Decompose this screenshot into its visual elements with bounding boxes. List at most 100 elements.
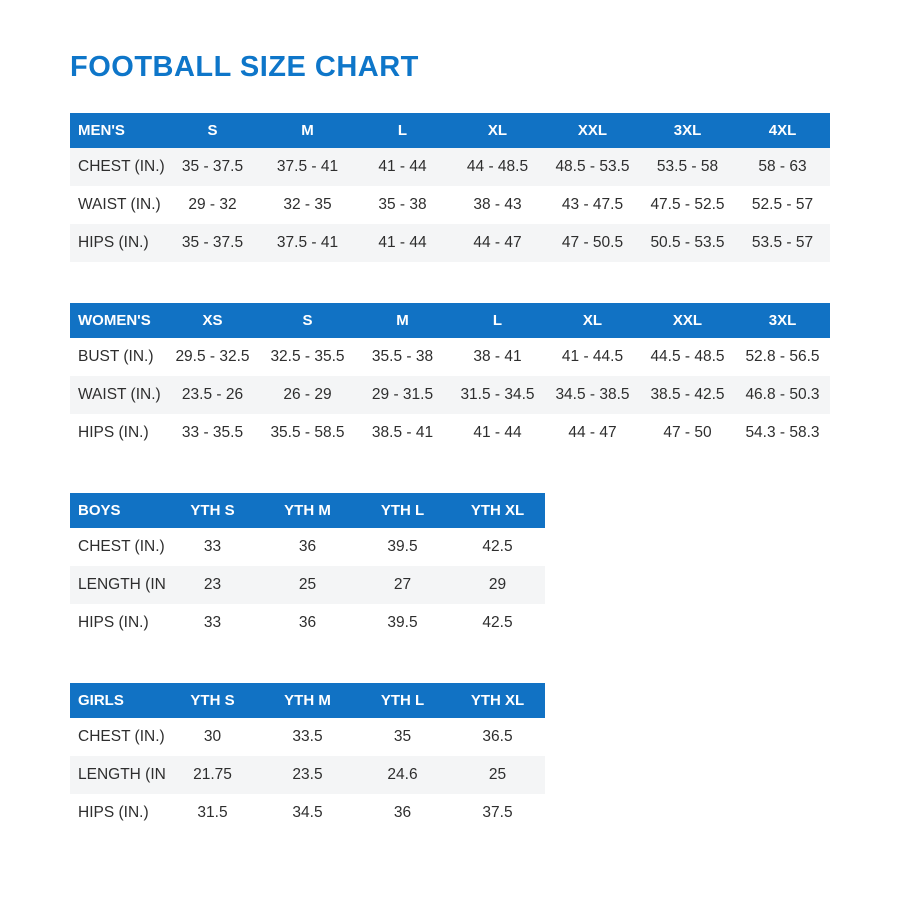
cell-value: 24.6	[387, 766, 418, 783]
size-column-header: L	[450, 303, 545, 338]
cell-value: 29 - 31.5	[371, 386, 434, 403]
size-column-header: 3XL	[640, 113, 735, 148]
header-row-womens: WOMEN'S XS S M L XL XXL 3XL	[70, 303, 830, 338]
cell-value: 34.5 - 38.5	[555, 386, 630, 403]
row-label: WAIST (IN.)	[78, 386, 161, 403]
size-column-header: XL	[450, 113, 545, 148]
table-row: WAIST (IN.) 23.5 - 26 26 - 29 29 - 31.5 31.5…	[70, 376, 830, 414]
cell-value: 47 - 50.5	[561, 234, 624, 251]
cell-value: 36	[298, 614, 317, 631]
size-table-girls: GIRLS YTH S YTH M YTH L YTH XL CHEST (IN.) 30 3…	[70, 683, 545, 832]
cell-value: 35.5 - 38	[371, 348, 434, 365]
cell-value: 35 - 37.5	[181, 234, 244, 251]
table-group-label: MEN'S	[70, 113, 165, 148]
cell-value: 35 - 38	[378, 196, 427, 213]
cell-value: 54.3 - 58.3	[745, 424, 820, 441]
size-tables-container: MEN'S S M L XL XXL 3XL 4XL CHEST (IN.) 35 - 37.5 3…	[70, 113, 830, 832]
table-row: LENGTH (IN.) 23 25 27 29	[70, 566, 545, 604]
row-label: HIPS (IN.)	[78, 804, 149, 821]
cell-value: 38 - 43	[473, 196, 522, 213]
cell-value: 52.5 - 57	[751, 196, 814, 213]
row-label: CHEST (IN.)	[78, 728, 165, 745]
size-table-mens: MEN'S S M L XL XXL 3XL 4XL CHEST (IN.) 35 - 37.5 3…	[70, 113, 830, 262]
size-column-header: L	[355, 113, 450, 148]
size-column-header: M	[260, 113, 355, 148]
header-row-mens: MEN'S S M L XL XXL 3XL 4XL	[70, 113, 830, 148]
size-column-header: YTH XL	[450, 683, 545, 718]
cell-value: 41 - 44.5	[561, 348, 624, 365]
cell-value: 21.75	[193, 766, 232, 783]
cell-value: 35.5 - 58.5	[270, 424, 345, 441]
cell-value: 23.5	[292, 766, 323, 783]
cell-value: 39.5	[387, 538, 418, 555]
size-column-header: 4XL	[735, 113, 830, 148]
cell-value: 37.5	[482, 804, 513, 821]
table-group-label: GIRLS	[70, 683, 165, 718]
table-group-label: WOMEN'S	[70, 303, 165, 338]
cell-value: 33	[203, 614, 222, 631]
size-column-header: 3XL	[735, 303, 830, 338]
cell-value: 37.5 - 41	[276, 158, 339, 175]
size-chart-page: FOOTBALL SIZE CHART MEN'S S M L XL XXL 3XL 4XL C…	[70, 51, 830, 832]
size-column-header: YTH M	[260, 493, 355, 528]
size-column-header: YTH S	[165, 683, 260, 718]
header-row-boys: BOYS YTH S YTH M YTH L YTH XL	[70, 493, 545, 528]
table-row: CHEST (IN.) 30 33.5 35 36.5	[70, 718, 545, 756]
cell-value: 36	[393, 804, 412, 821]
size-column-header: S	[165, 113, 260, 148]
cell-value: 43 - 47.5	[561, 196, 624, 213]
size-column-header: YTH XL	[450, 493, 545, 528]
cell-value: 25	[298, 576, 317, 593]
table-row: HIPS (IN.) 31.5 34.5 36 37.5	[70, 794, 545, 832]
cell-value: 41 - 44	[378, 234, 427, 251]
row-label: LENGTH (IN.)	[78, 766, 165, 783]
cell-value: 37.5 - 41	[276, 234, 339, 251]
cell-value: 30	[203, 728, 222, 745]
table-row: CHEST (IN.) 35 - 37.5 37.5 - 41 41 - 44 44 -…	[70, 148, 830, 186]
cell-value: 32.5 - 35.5	[270, 348, 345, 365]
cell-value: 44.5 - 48.5	[650, 348, 725, 365]
size-column-header: S	[260, 303, 355, 338]
cell-value: 25	[488, 766, 507, 783]
size-column-header: XXL	[545, 113, 640, 148]
cell-value: 52.8 - 56.5	[745, 348, 820, 365]
cell-value: 29 - 32	[188, 196, 237, 213]
row-label: HIPS (IN.)	[78, 424, 149, 441]
cell-value: 44 - 47	[568, 424, 617, 441]
cell-value: 44 - 48.5	[466, 158, 529, 175]
cell-value: 27	[393, 576, 412, 593]
cell-value: 33.5	[292, 728, 323, 745]
cell-value: 35 - 37.5	[181, 158, 244, 175]
cell-value: 46.8 - 50.3	[745, 386, 820, 403]
row-label: LENGTH (IN.)	[78, 576, 165, 593]
cell-value: 41 - 44	[378, 158, 427, 175]
cell-value: 38.5 - 42.5	[650, 386, 725, 403]
cell-value: 29	[488, 576, 507, 593]
row-label: WAIST (IN.)	[78, 196, 161, 213]
cell-value: 32 - 35	[283, 196, 332, 213]
table-group-label: BOYS	[70, 493, 165, 528]
cell-value: 33	[203, 538, 222, 555]
cell-value: 53.5 - 58	[656, 158, 719, 175]
table-row: HIPS (IN.) 33 - 35.5 35.5 - 58.5 38.5 - 41 4…	[70, 414, 830, 452]
cell-value: 31.5	[197, 804, 228, 821]
cell-value: 42.5	[482, 538, 513, 555]
size-table-boys: BOYS YTH S YTH M YTH L YTH XL CHEST (IN.) 33 36…	[70, 493, 545, 642]
cell-value: 29.5 - 32.5	[175, 348, 250, 365]
row-label: CHEST (IN.)	[78, 158, 165, 175]
cell-value: 38 - 41	[473, 348, 522, 365]
table-row: WAIST (IN.) 29 - 32 32 - 35 35 - 38 38 - 43 4…	[70, 186, 830, 224]
page-title: FOOTBALL SIZE CHART	[70, 51, 419, 83]
size-column-header: YTH S	[165, 493, 260, 528]
cell-value: 34.5	[292, 804, 323, 821]
size-column-header: YTH L	[355, 683, 450, 718]
cell-value: 53.5 - 57	[751, 234, 814, 251]
cell-value: 44 - 47	[473, 234, 522, 251]
cell-value: 23.5 - 26	[181, 386, 244, 403]
cell-value: 36	[298, 538, 317, 555]
table-row: CHEST (IN.) 33 36 39.5 42.5	[70, 528, 545, 566]
table-row: BUST (IN.) 29.5 - 32.5 32.5 - 35.5 35.5 - 3…	[70, 338, 830, 376]
cell-value: 35	[393, 728, 412, 745]
size-column-header: XL	[545, 303, 640, 338]
size-column-header: YTH L	[355, 493, 450, 528]
